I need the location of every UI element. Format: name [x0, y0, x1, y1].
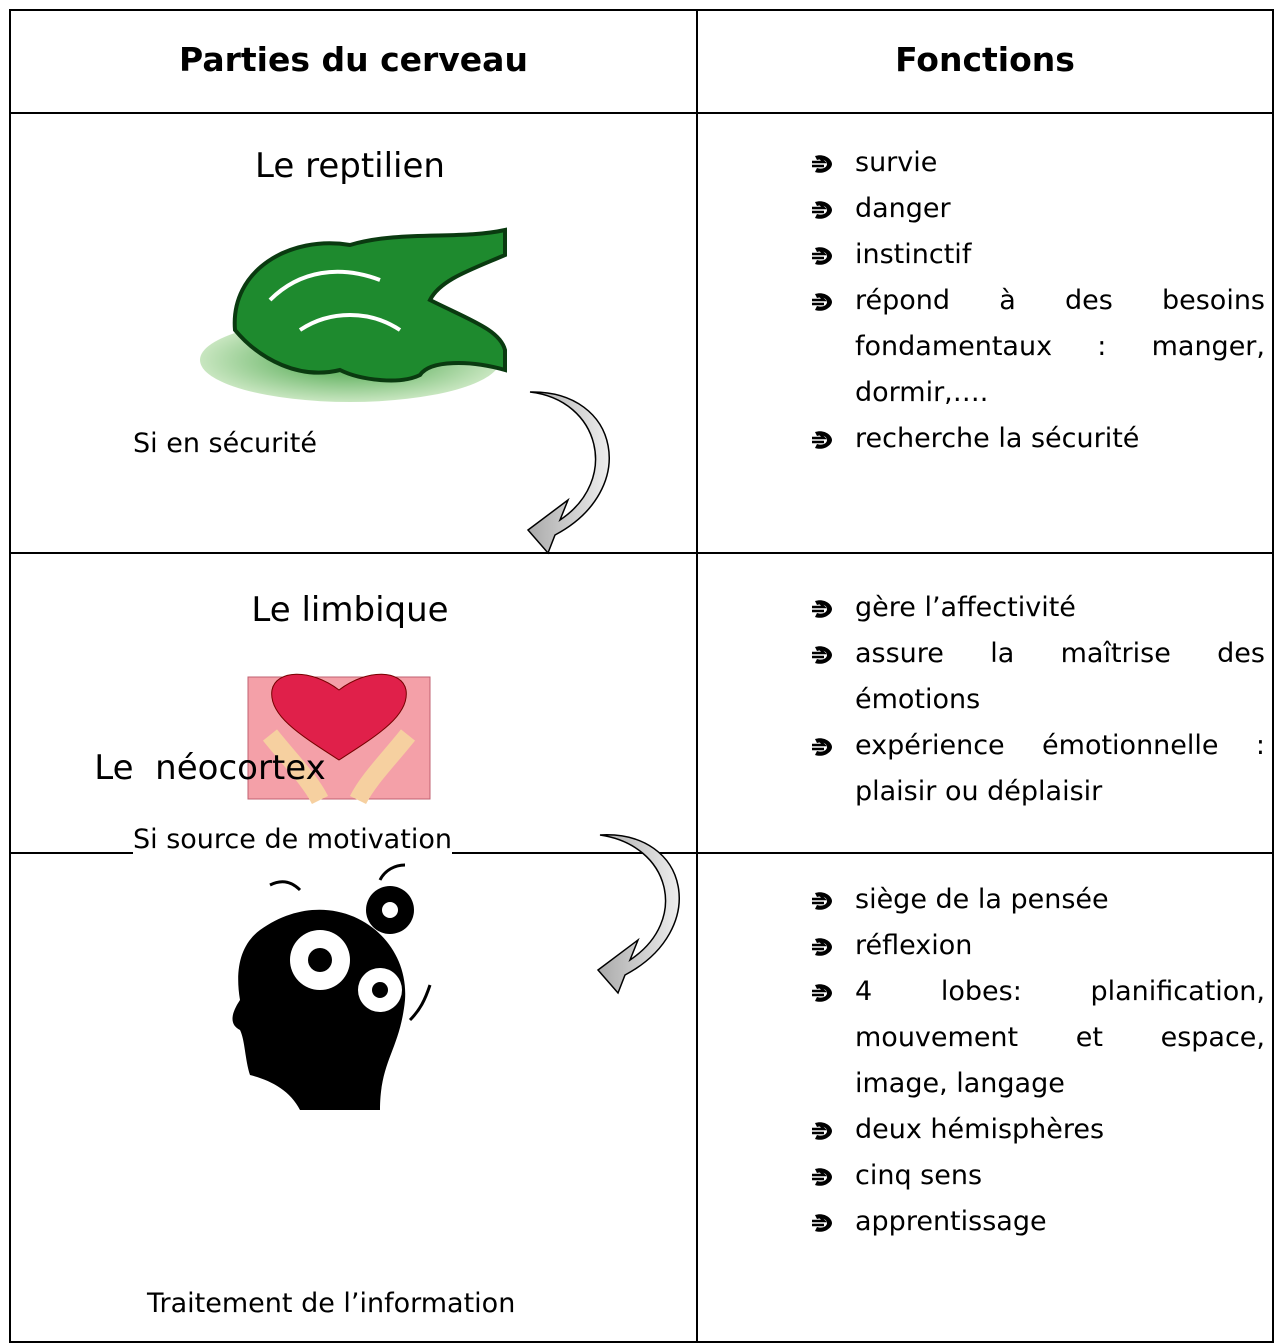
- part-caption: Traitement de l’information: [147, 1288, 516, 1319]
- bullet-icon: [812, 293, 832, 311]
- function-item: assure la maîtrise des émotions: [810, 631, 1265, 723]
- function-text: danger: [855, 193, 951, 224]
- bullet-icon: [812, 247, 832, 265]
- bullet-icon: [812, 938, 832, 956]
- function-item: cinq sens: [810, 1153, 1265, 1199]
- part-caption: Si source de motivation: [133, 824, 452, 855]
- function-text: répond à des besoins fondamentaux : mang…: [855, 285, 1265, 408]
- bullet-icon: [812, 201, 832, 219]
- column-header: Fonctions: [895, 40, 1075, 79]
- function-text: 4 lobes: planification, mouvement et esp…: [855, 976, 1265, 1099]
- function-item: 4 lobes: planification, mouvement et esp…: [810, 969, 1265, 1107]
- function-text: cinq sens: [855, 1160, 983, 1191]
- function-item: instinctif: [810, 232, 1265, 278]
- bullet-icon: [812, 1168, 832, 1186]
- flow-arrow: [526, 391, 610, 555]
- function-text: gère l’affectivité: [855, 592, 1076, 623]
- bullet-icon: [812, 155, 832, 173]
- function-text: deux hémisphères: [855, 1114, 1105, 1145]
- bullet-icon: [812, 431, 832, 449]
- function-text: survie: [855, 147, 938, 178]
- function-text: recherche la sécurité: [855, 423, 1140, 454]
- function-text: réflexion: [855, 930, 973, 961]
- function-item: apprentissage: [810, 1199, 1265, 1245]
- column-header: Parties du cerveau: [179, 40, 528, 79]
- function-item: gère l’affectivité: [810, 585, 1265, 631]
- function-text: apprentissage: [855, 1206, 1047, 1237]
- function-list: survie danger instinctif répond à des besoi…: [810, 140, 1265, 462]
- function-item: recherche la sécurité: [810, 416, 1265, 462]
- bullet-icon: [812, 738, 832, 756]
- reptile-illustration: [200, 227, 507, 402]
- bullet-icon: [812, 1214, 832, 1232]
- bullet-icon: [812, 892, 832, 910]
- function-item: siège de la pensée: [810, 877, 1265, 923]
- bullet-icon: [812, 1122, 832, 1140]
- heart-illustration: [247, 673, 431, 805]
- function-item: réflexion: [810, 923, 1265, 969]
- function-text: siège de la pensée: [855, 884, 1109, 915]
- head-illustration: [232, 863, 432, 1110]
- function-item: expérience émotionnelle : plaisir ou dép…: [810, 723, 1265, 815]
- function-text: instinctif: [855, 239, 972, 270]
- part-name: Le reptilien: [255, 146, 445, 186]
- function-item: survie: [810, 140, 1265, 186]
- part-name: Le limbique: [251, 590, 449, 630]
- function-item: danger: [810, 186, 1265, 232]
- part-caption: Si en sécurité: [133, 428, 317, 459]
- function-item: répond à des besoins fondamentaux : mang…: [810, 278, 1265, 416]
- function-text: expérience émotionnelle : plaisir ou dép…: [855, 730, 1265, 807]
- bullet-icon: [812, 646, 832, 664]
- bullet-icon: [812, 984, 832, 1002]
- function-item: deux hémisphères: [810, 1107, 1265, 1153]
- function-list: siège de la pensée réflexion 4 lobes: plan…: [810, 877, 1265, 1245]
- function-text: assure la maîtrise des émotions: [855, 638, 1265, 715]
- part-name: Le néocortex: [94, 748, 326, 788]
- bullet-icon: [812, 600, 832, 618]
- flow-arrow: [596, 834, 680, 995]
- function-list: gère l’affectivité assure la maîtrise des…: [810, 585, 1265, 815]
